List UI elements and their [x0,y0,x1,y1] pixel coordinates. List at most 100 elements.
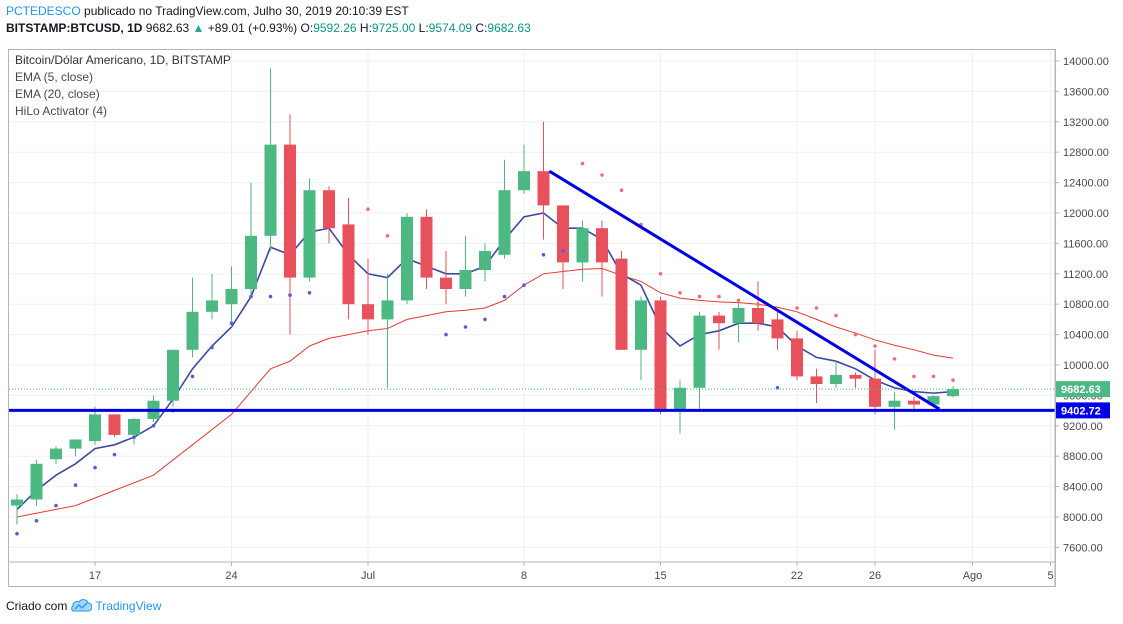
candle-body [927,396,940,405]
hilo-dot-support [15,531,19,536]
hilo-dot-resistance [697,294,702,299]
y-tick-label: 11600.00 [1063,238,1108,250]
y-tick-label: 9200.00 [1063,421,1103,433]
candle-body [362,304,374,320]
y-tick-label: 12000.00 [1063,208,1109,220]
close-label: C: [475,21,488,35]
candle-body [654,300,667,411]
candle-body [245,235,257,289]
hilo-dot-support [268,294,273,299]
x-tick-label: 24 [225,570,237,582]
hilo-dot-resistance [366,207,370,211]
hilo-dot-support [288,293,292,297]
candle-body [518,171,530,191]
candle-body [401,216,413,301]
candle-body [479,251,491,270]
up-arrow-icon: ▲ [192,21,205,35]
author-link[interactable]: PCTEDESCO [6,4,81,18]
hilo-dot-resistance [736,298,741,303]
candle-body [596,228,608,263]
footer: Criado com TradingView [6,599,161,613]
x-tick-label: 22 [791,570,803,582]
hilo-dot-support [307,291,312,295]
hilo-dot-support [190,374,195,379]
y-tick-label: 10400.00 [1063,330,1109,342]
hilo-dot-resistance [873,344,877,348]
legend-ema5[interactable]: EMA (5, close) [15,70,94,84]
high-label: H: [359,21,372,35]
candle-body [771,319,784,339]
y-tick-label: 8000.00 [1063,512,1103,524]
y-tick-label: 13600.00 [1063,86,1109,98]
candle-body [11,499,23,506]
hilo-dot-support [93,465,97,470]
y-tick-label: 8800.00 [1063,451,1103,463]
y-tick-label: 10800.00 [1063,299,1109,311]
y-tick-label: 8400.00 [1063,482,1103,494]
x-tick-label: Ago [963,570,983,582]
x-tick-label: 26 [869,570,881,582]
candle-body [674,387,686,411]
legend-ema20[interactable]: EMA (20, close) [15,87,100,101]
candle-body [459,270,472,289]
hilo-dot-support [229,321,234,326]
candle-body [791,338,803,377]
candle-body [342,224,355,305]
close-value: 9682.63 [487,21,531,35]
hilo-dot-support [73,483,78,487]
hilo-dot-resistance [600,173,604,177]
price-label-text: 9402.72 [1061,405,1101,417]
y-tick-label: 14000.00 [1063,56,1109,68]
legend-title: Bitcoin/Dólar Americano, 1D, BITSTAMP [15,53,231,67]
candle-body [713,315,725,324]
candle-body [576,228,589,263]
publish-line: PCTEDESCO publicado no TradingView.com, … [6,4,409,18]
price-change: +89.01 (+0.93%) [207,21,298,35]
hilo-dot-resistance [795,306,799,310]
hilo-dot-resistance [580,161,585,166]
low-value: 9574.09 [428,21,473,35]
ema20-line [16,267,954,518]
candle-body [186,311,199,350]
candle-body [69,439,82,449]
hilo-dot-resistance [912,374,916,379]
tradingview-link[interactable]: TradingView [95,599,162,613]
hilo-dot-support [132,435,136,440]
candle-body [869,378,881,407]
candle-body [888,400,901,407]
hilo-dot-support [502,294,507,299]
hilo-dot-resistance [678,291,682,295]
hilo-dot-resistance [717,294,721,299]
hilo-dot-support [561,249,565,253]
trendline-resistance [548,169,941,411]
y-tick-label: 7600.00 [1063,542,1103,554]
price-label-box [1056,402,1110,419]
created-with-text: Criado com [6,599,68,613]
candle-body [537,171,550,206]
candle-body [615,258,628,350]
hilo-dot-resistance [658,272,663,276]
open-value: 9592.26 [313,21,357,35]
legend-hilo[interactable]: HiLo Activator (4) [15,104,108,118]
candle-body [303,190,316,278]
open-label: O: [300,21,314,35]
candle-body [108,414,121,435]
hilo-dot-support [775,386,780,390]
hilo-dot-support [112,452,117,457]
hilo-dot-resistance [619,188,624,192]
candle-body [206,300,218,312]
last-price: 9682.63 [145,21,190,35]
candle-body [752,308,764,324]
x-tick-label: Jul [361,570,375,582]
candle-body [440,277,452,289]
candle-body [381,300,394,320]
hilo-dot-resistance [814,306,819,310]
tradingview-cloud-icon [71,599,93,612]
hilo-dot-support [249,294,253,299]
hilo-dot-resistance [756,302,760,307]
candle-body [89,414,101,441]
publish-text: publicado no TradingView.com, Julho 30, … [84,4,409,18]
candle-body [849,374,862,379]
candle-body [693,315,706,388]
